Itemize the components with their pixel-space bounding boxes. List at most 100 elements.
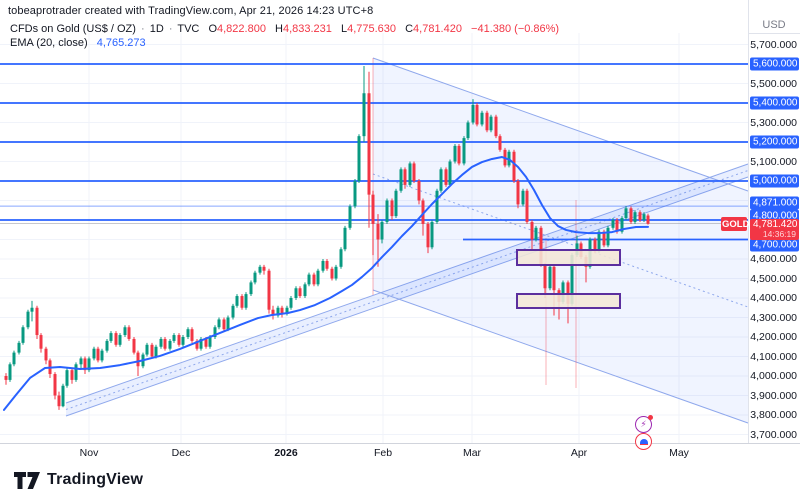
candle-body <box>399 169 403 191</box>
candle-body <box>629 208 633 222</box>
candle-body <box>466 122 470 139</box>
candle-body <box>633 212 637 222</box>
candle-body <box>330 268 334 279</box>
candle-body <box>195 340 199 349</box>
candle-body <box>321 260 325 271</box>
candle-body <box>570 255 574 304</box>
candle-body <box>8 364 12 380</box>
tradingview-logo[interactable]: TradingView <box>14 471 143 489</box>
time-axis[interactable]: Nov Dec 2026 Feb Mar Apr May <box>0 443 800 464</box>
candle-body <box>114 333 118 345</box>
symbol-title[interactable]: CFDs on Gold (US$ / OZ) <box>10 23 136 35</box>
candle-body <box>385 200 389 222</box>
legend-main-row[interactable]: CFDs on Gold (US$ / OZ) · 1D · TVC O4,82… <box>10 22 559 36</box>
candle-body <box>602 231 606 246</box>
candle-body <box>480 112 484 125</box>
ema-indicator-value: 4,765.273 <box>96 37 146 49</box>
candle-body <box>244 294 248 308</box>
candle-body <box>159 338 163 347</box>
price-level-axis-badge: 5,000.000 <box>750 174 799 188</box>
open-value: 4,822.800 <box>217 23 266 35</box>
lightning-event-icon[interactable]: ⚡ <box>635 415 653 433</box>
candle-body <box>253 272 257 283</box>
candle-body <box>39 335 43 349</box>
candle-body <box>448 161 452 185</box>
ascending-channel-midline <box>65 170 749 410</box>
candle-body <box>65 370 69 386</box>
candle-body <box>417 181 421 201</box>
candle-body <box>624 208 628 219</box>
price-axis-label: 3,800.000 <box>750 409 797 421</box>
price-axis-label: 4,600.000 <box>750 253 797 265</box>
candle-body <box>96 348 100 361</box>
candle-body <box>235 296 239 306</box>
footer-bar: TradingView <box>0 463 800 501</box>
legend-indicator-row[interactable]: EMA (20, close) 4,765.273 <box>10 36 559 50</box>
flag-event-icon[interactable] <box>635 433 652 450</box>
high-label: H <box>275 23 283 35</box>
candle-body <box>181 337 185 345</box>
candle-body <box>303 284 307 297</box>
candle-body <box>208 337 212 347</box>
time-axis-label: May <box>669 447 689 459</box>
candle-body <box>453 145 457 162</box>
candle-body <box>240 296 244 308</box>
notification-dot <box>648 415 653 420</box>
candle-body <box>177 335 181 345</box>
candle-body <box>289 298 293 308</box>
candle-body <box>394 190 398 217</box>
candle-body <box>118 335 122 345</box>
candle-body <box>462 138 466 164</box>
candle-body <box>439 169 443 191</box>
price-level-axis-badge: 5,200.000 <box>750 135 799 149</box>
price-axis-label: 5,100.000 <box>750 155 797 168</box>
candle-body <box>53 374 57 396</box>
flag-glyph <box>639 438 648 445</box>
candle-body <box>127 327 131 339</box>
candle-body <box>421 200 425 224</box>
candle-body <box>61 385 65 407</box>
current-price-badge: 4,781.420 14:36:19 <box>750 219 799 240</box>
candle-body <box>168 340 172 349</box>
tradingview-logo-text: TradingView <box>47 471 144 488</box>
candle-body <box>390 200 394 217</box>
ascending-channel-top <box>65 163 749 404</box>
candle-body <box>109 333 113 341</box>
candle-body <box>561 282 565 302</box>
candle-body <box>642 214 646 220</box>
price-axis-label: 4,500.000 <box>750 272 797 285</box>
bar-countdown: 14:36:19 <box>762 228 796 239</box>
candle-body <box>145 344 149 355</box>
low-label: L <box>340 23 348 35</box>
ema-indicator-label[interactable]: EMA (20, close) <box>10 37 88 49</box>
candle-body <box>485 112 489 131</box>
candle-body <box>83 358 87 371</box>
price-axis[interactable]: 5,700.000 5,600.000 5,500.000 5,400.000 5,30… <box>749 0 800 462</box>
candle-body <box>199 338 203 349</box>
candle-body <box>339 249 343 267</box>
candle-body <box>312 274 316 285</box>
candle-body <box>217 319 221 328</box>
candle-body <box>262 266 266 271</box>
candle-body <box>276 307 280 316</box>
price-level-axis-badge: 4,700.000 <box>750 238 799 252</box>
timeframe-label[interactable]: 1D <box>149 23 164 35</box>
candle-body <box>26 311 30 328</box>
candle-body <box>412 163 416 181</box>
price-axis-label: 4,300.000 <box>750 311 797 324</box>
price-axis-label: 5,500.000 <box>750 77 797 90</box>
candle-body <box>376 223 380 240</box>
candle-body <box>231 305 235 318</box>
price-level-axis-badge: 5,600.000 <box>750 57 799 71</box>
tradingview-logo-icon <box>14 471 40 489</box>
candle-body <box>494 116 498 137</box>
symbol-price-tag: GOLD <box>721 217 750 231</box>
candle-body <box>615 220 619 232</box>
currency-label[interactable]: USD <box>762 19 786 31</box>
candle-body <box>380 221 384 240</box>
candle-body <box>271 309 275 316</box>
currency-separator-line <box>748 33 800 34</box>
candle-body <box>222 319 226 330</box>
